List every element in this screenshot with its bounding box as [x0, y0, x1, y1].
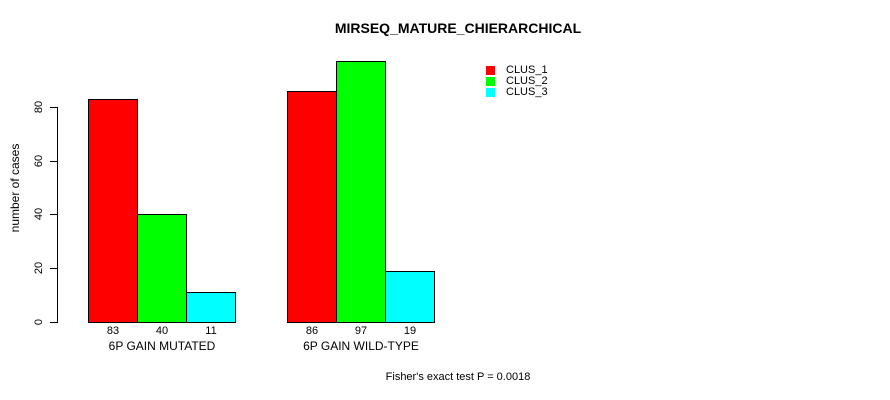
bar-clus-3-6p-gain-mutated	[186, 292, 236, 323]
bar-clus-2-6p-gain-wild-type	[336, 61, 386, 323]
legend-item-clus-1: CLUS_1	[486, 65, 548, 76]
y-tick	[50, 322, 57, 323]
bar-value-label: 11	[205, 325, 217, 337]
legend-item-clus-3: CLUS_3	[486, 87, 548, 98]
y-tick-label: 20	[33, 261, 45, 275]
y-tick	[50, 161, 57, 162]
group-label-6p-gain-wild-type: 6P GAIN WILD-TYPE	[303, 339, 419, 353]
bar-value-label: 40	[155, 325, 169, 337]
y-tick-label: 60	[33, 154, 45, 168]
y-axis-line	[57, 107, 58, 323]
legend-label: CLUS_3	[506, 86, 548, 98]
bar-clus-2-6p-gain-mutated	[137, 214, 187, 323]
bar-value-label: 83	[106, 325, 120, 337]
bar-clus-1-6p-gain-mutated	[88, 99, 138, 323]
annotation-text: Fisher's exact test P = 0.0018	[385, 371, 531, 383]
legend: CLUS_1 CLUS_2 CLUS_3	[486, 65, 548, 98]
bar-clus-1-6p-gain-wild-type	[287, 91, 337, 323]
y-tick	[50, 214, 57, 215]
y-axis-label: number of cases	[8, 143, 22, 233]
y-tick-label: 0	[33, 318, 45, 326]
legend-swatch-clus-2	[486, 77, 495, 86]
legend-swatch-clus-3	[486, 88, 495, 97]
legend-item-clus-2: CLUS_2	[486, 76, 548, 87]
legend-swatch-clus-1	[486, 66, 495, 75]
chart-title: MIRSEQ_MATURE_CHIERARCHICAL	[334, 20, 582, 36]
bar-value-label: 19	[403, 325, 417, 337]
group-label-6p-gain-mutated: 6P GAIN MUTATED	[108, 339, 216, 353]
y-tick	[50, 268, 57, 269]
y-tick	[50, 107, 57, 108]
bar-value-label: 86	[305, 325, 319, 337]
bar-value-label: 97	[354, 325, 368, 337]
y-tick-label: 40	[33, 207, 45, 221]
legend-label: CLUS_1	[506, 64, 548, 76]
bar-clus-3-6p-gain-wild-type	[385, 271, 435, 323]
legend-label: CLUS_2	[506, 75, 548, 87]
y-tick-label: 80	[33, 100, 45, 114]
